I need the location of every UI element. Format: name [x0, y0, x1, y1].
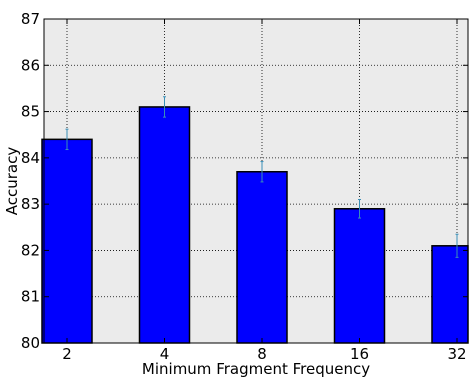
x-tick-label: 4: [160, 345, 170, 363]
bar: [138, 106, 191, 344]
y-tick-label: 80: [21, 334, 40, 352]
plot-frame: [43, 18, 469, 344]
error-bars: [65, 96, 459, 258]
bar: [431, 245, 469, 344]
y-tick-label: 83: [21, 195, 40, 213]
x-axis: 2 4 8 16 32: [62, 19, 467, 363]
bar: [333, 208, 386, 344]
y-tick-label: 86: [21, 56, 40, 74]
y-axis: 80 81 82 83 84 85 86 87: [21, 10, 468, 352]
y-tick-label: 87: [21, 10, 40, 28]
y-tick-label: 85: [21, 103, 40, 121]
x-tick-label: 2: [62, 345, 72, 363]
y-tick-label: 84: [21, 149, 40, 167]
bar: [236, 170, 288, 344]
y-tick-label: 81: [21, 288, 40, 306]
x-tick-label: 16: [350, 345, 369, 363]
y-tick-label: 82: [21, 241, 40, 259]
x-tick-label: 32: [447, 345, 466, 363]
bar: [41, 138, 93, 344]
x-tick-label: 8: [257, 345, 267, 363]
bars: [41, 106, 469, 344]
x-axis-label: Minimum Fragment Frequency: [142, 360, 370, 378]
y-axis-label: Accuracy: [3, 147, 21, 216]
